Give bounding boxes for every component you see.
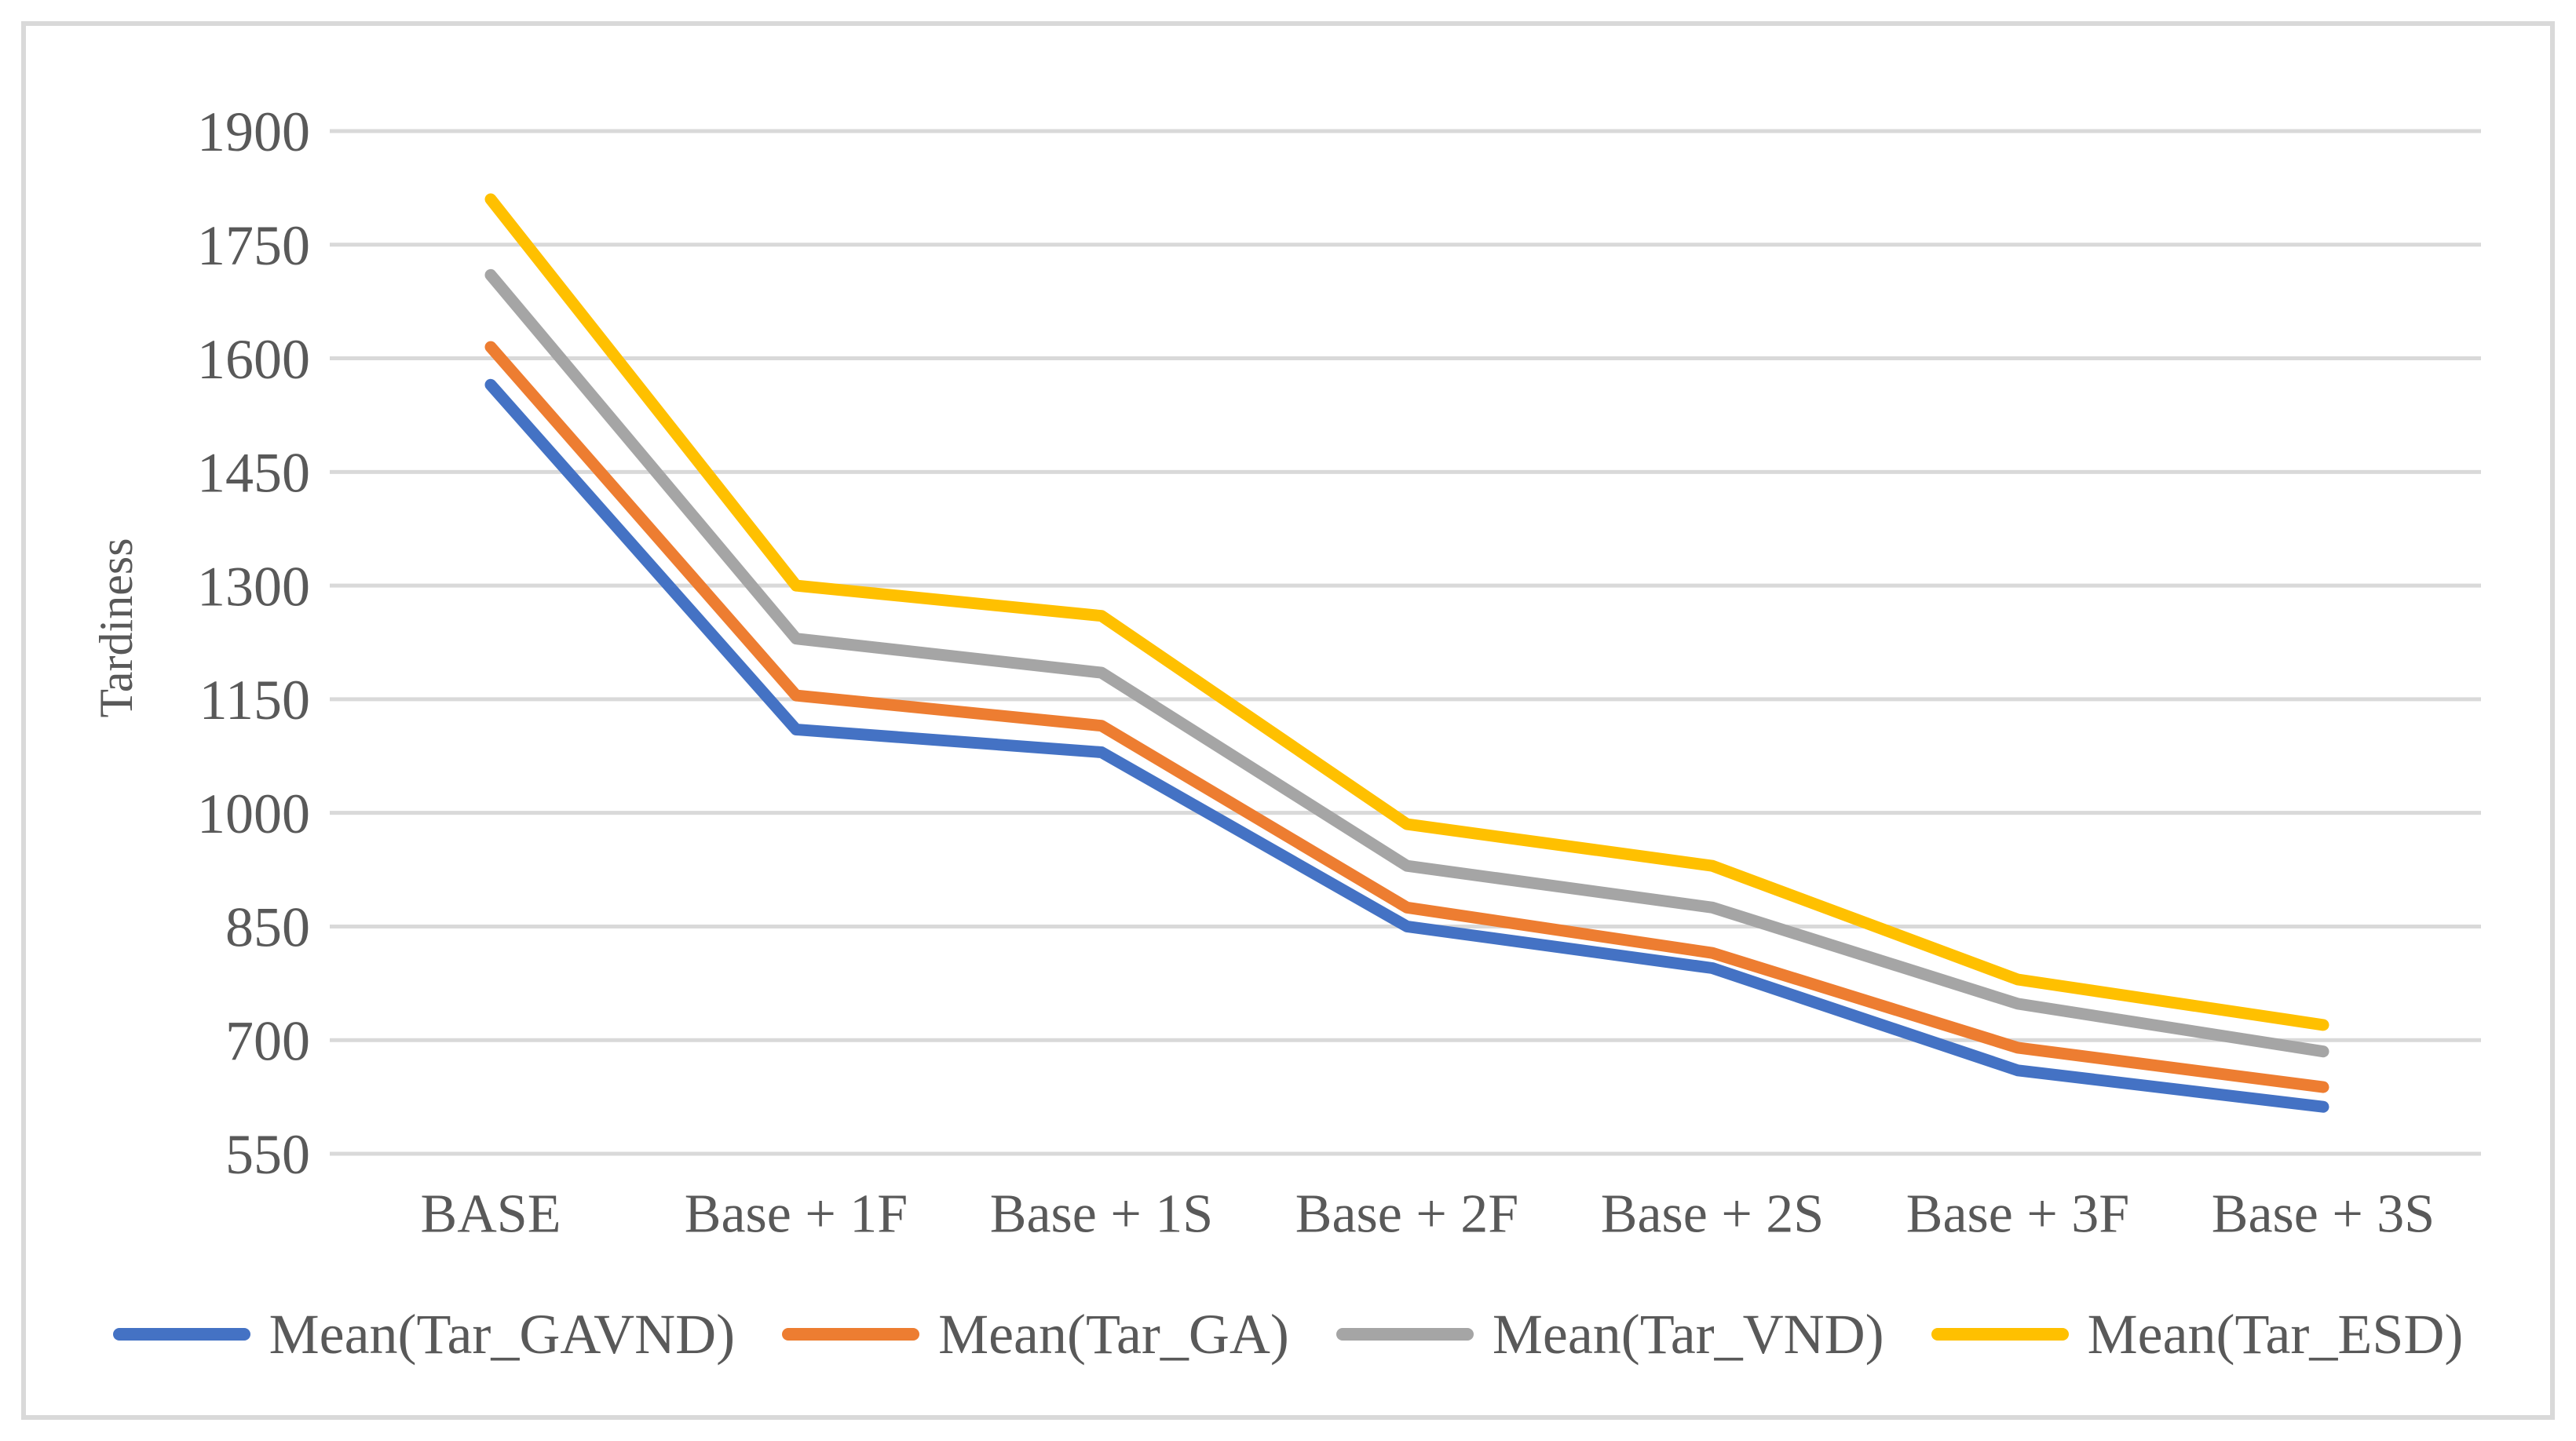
legend-swatch-icon (112, 1328, 250, 1341)
y-tick-label: 1600 (197, 328, 310, 391)
series-line-mean-tar-esd- (484, 193, 2329, 1031)
legend-label: Mean(Tar_GA) (938, 1302, 1289, 1366)
x-tick-label: Base + 3F (1906, 1184, 2129, 1245)
y-tick-label: 1300 (197, 555, 310, 618)
series-line-mean-tar-gavnd- (484, 378, 2329, 1113)
y-tick-label: 700 (225, 1009, 310, 1072)
chart-border (21, 21, 2555, 1420)
series-line-mean-tar-ga- (484, 341, 2329, 1093)
x-tick-label: Base + 2S (1601, 1184, 1824, 1245)
y-tick-label: 1750 (197, 214, 310, 277)
y-tick-label: 1450 (197, 442, 310, 505)
x-tick-label: Base + 3S (2212, 1184, 2435, 1245)
x-tick-label: Base + 1S (990, 1184, 1213, 1245)
legend-swatch-icon (1336, 1328, 1474, 1341)
y-tick-label: 550 (225, 1123, 310, 1186)
legend-label: Mean(Tar_ESD) (2087, 1302, 2464, 1366)
x-tick-label: Base + 2F (1295, 1184, 1518, 1245)
x-tick-label: BASE (421, 1184, 561, 1245)
y-axis-title: Tardiness (90, 538, 142, 717)
legend-swatch-icon (782, 1328, 920, 1341)
legend-label: Mean(Tar_VND) (1492, 1302, 1884, 1366)
x-tick-label: Base + 1F (685, 1184, 908, 1245)
legend-swatch-icon (1931, 1328, 2069, 1341)
legend-item: Mean(Tar_VND) (1336, 1302, 1884, 1367)
y-tick-label: 1150 (199, 669, 310, 731)
legend: Mean(Tar_GAVND) Mean(Tar_GA) Mean(Tar_VND)… (0, 1291, 2576, 1377)
legend-label: Mean(Tar_GAVND) (269, 1302, 736, 1366)
series-line-mean-tar-vnd- (484, 268, 2329, 1058)
legend-item: Mean(Tar_GA) (782, 1302, 1289, 1367)
y-tick-label: 1000 (197, 783, 310, 845)
y-tick-label: 850 (225, 896, 310, 959)
legend-item: Mean(Tar_ESD) (1931, 1302, 2464, 1367)
y-tick-label: 1900 (197, 100, 310, 163)
legend-item: Mean(Tar_GAVND) (112, 1302, 736, 1367)
